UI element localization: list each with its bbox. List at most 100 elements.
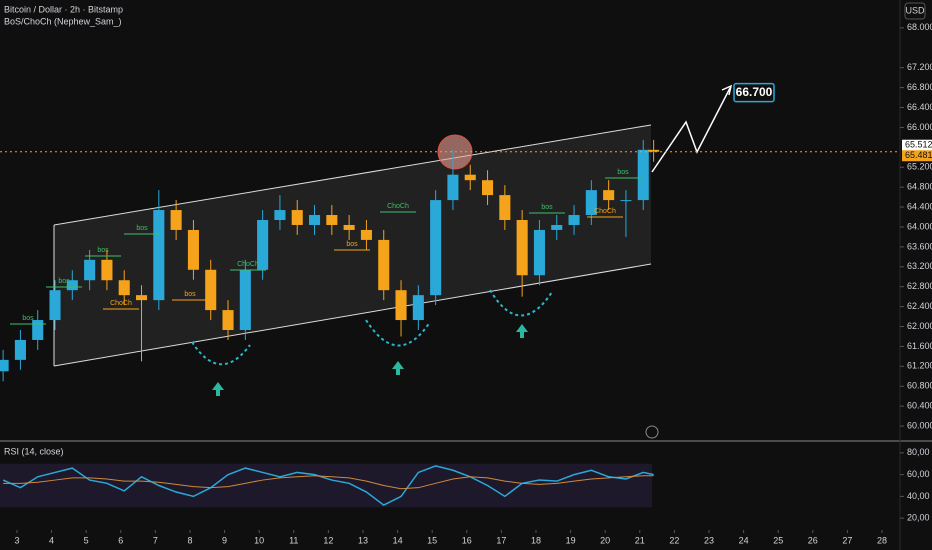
- candle-body: [447, 174, 459, 201]
- y-tick-label: 66.000: [907, 122, 932, 132]
- candle-body: [343, 224, 355, 230]
- y-tick-label: 62.400: [907, 301, 932, 311]
- x-tick-label: 25: [773, 535, 783, 545]
- x-tick-label: 17: [496, 535, 506, 545]
- candle-body: [66, 280, 78, 291]
- candle-body: [430, 200, 442, 296]
- candle-body: [378, 239, 390, 291]
- bos-label: ChoCh: [387, 203, 409, 210]
- projection-arrow: [721, 84, 733, 96]
- y-tick-label: 20,00: [907, 513, 930, 523]
- bos-label: bos: [541, 204, 553, 211]
- candle-body: [239, 269, 251, 330]
- candle-body: [585, 190, 597, 216]
- candle-body: [135, 295, 148, 301]
- cup-curves: [191, 289, 553, 366]
- candle-body: [0, 359, 9, 372]
- bos-label: bos: [617, 169, 629, 176]
- rsi-line: [2, 465, 654, 506]
- currency-box[interactable]: [904, 2, 926, 20]
- rsi-title: RSI (14, close): [4, 446, 64, 456]
- candle-body: [637, 149, 649, 201]
- candle-body: [84, 259, 96, 281]
- bos-label: bos: [22, 315, 34, 322]
- bos-label: ChoCh: [110, 300, 132, 307]
- candle-body: [14, 339, 26, 360]
- x-tick-label: 11: [289, 535, 298, 545]
- last-price-label: 65.512: [905, 140, 932, 150]
- candle-body: [101, 259, 113, 281]
- y-tick-label: 60,00: [907, 469, 930, 479]
- x-tick-label: 7: [153, 535, 158, 545]
- candle-body: [291, 210, 303, 225]
- candle-body: [205, 269, 217, 311]
- target-box: [733, 82, 775, 103]
- x-tick-label: 8: [187, 535, 192, 545]
- y-tick-label: 67.200: [907, 62, 932, 72]
- y-tick-label: 66.800: [907, 82, 932, 92]
- x-tick-label: 6: [118, 535, 123, 545]
- y-tick-label: 64.400: [907, 201, 932, 211]
- x-tick-label: 21: [635, 535, 645, 545]
- candle-body: [499, 195, 511, 220]
- x-tick-label: 22: [669, 535, 679, 545]
- currency[interactable]: USD: [905, 5, 925, 15]
- x-tick-label: 23: [704, 535, 714, 545]
- candle-body: [516, 220, 528, 276]
- x-tick-label: 4: [49, 535, 54, 545]
- candle-body: [118, 280, 130, 296]
- x-tick-label: 28: [877, 535, 887, 545]
- x-tick-label: 12: [323, 535, 333, 545]
- candle-body: [274, 210, 286, 220]
- x-tick-label: 20: [600, 535, 610, 545]
- y-tick-label: 64.000: [907, 221, 932, 231]
- y-tick-label: 68.000: [907, 22, 932, 32]
- symbol-title: Bitcoin / Dollar · 2h · Bitstamp: [4, 4, 123, 14]
- x-tick-label: 5: [84, 535, 89, 545]
- candle-body: [222, 310, 234, 330]
- up-arrows: [212, 324, 528, 396]
- bos-label: bos: [346, 241, 358, 248]
- x-tick-label: 9: [222, 535, 227, 545]
- x-tick-label: 15: [427, 535, 437, 545]
- bos-label: bos: [97, 247, 109, 254]
- channel-lower: [53, 263, 652, 367]
- bos-label: ChoCh: [594, 208, 616, 215]
- candle-body: [395, 290, 407, 321]
- last-price-box: [902, 139, 932, 151]
- x-tick-label: 14: [393, 535, 403, 545]
- alert-icon[interactable]: [645, 425, 659, 439]
- x-tick-label: 10: [254, 535, 264, 545]
- candle-body: [32, 320, 44, 340]
- y-tick-label: 80,00: [907, 447, 930, 457]
- x-tick-label: 26: [808, 535, 818, 545]
- y-tick-label: 40,00: [907, 491, 930, 501]
- rsi-line: [3, 475, 654, 490]
- candle-body: [568, 215, 580, 225]
- y-tick-label: 62.800: [907, 281, 932, 291]
- x-tick-label: 3: [14, 535, 19, 545]
- y-tick-label: 63.600: [907, 241, 932, 251]
- y-tick-label: 62.000: [907, 321, 932, 331]
- bos-label: bos: [58, 278, 70, 285]
- channel-upper: [53, 124, 652, 226]
- y-tick-label: 60.400: [907, 401, 932, 411]
- candle-body: [603, 190, 615, 201]
- candle-body: [360, 229, 372, 240]
- candle-body: [308, 215, 321, 225]
- candle-body: [170, 210, 182, 230]
- candle-body: [533, 229, 545, 276]
- bos-label: bos: [184, 291, 196, 298]
- x-tick-label: 24: [739, 535, 749, 545]
- y-tick-label: 60.800: [907, 381, 932, 391]
- candle-body: [187, 229, 199, 270]
- y-tick-label: 64.800: [907, 182, 932, 192]
- projection: [651, 87, 731, 173]
- candle-body: [482, 180, 494, 196]
- candle-body: [464, 174, 476, 181]
- candle-body: [620, 200, 632, 202]
- bos-label: bos: [136, 225, 148, 232]
- y-tick-label: 66.400: [907, 102, 932, 112]
- y-tick-label: 61.600: [907, 341, 932, 351]
